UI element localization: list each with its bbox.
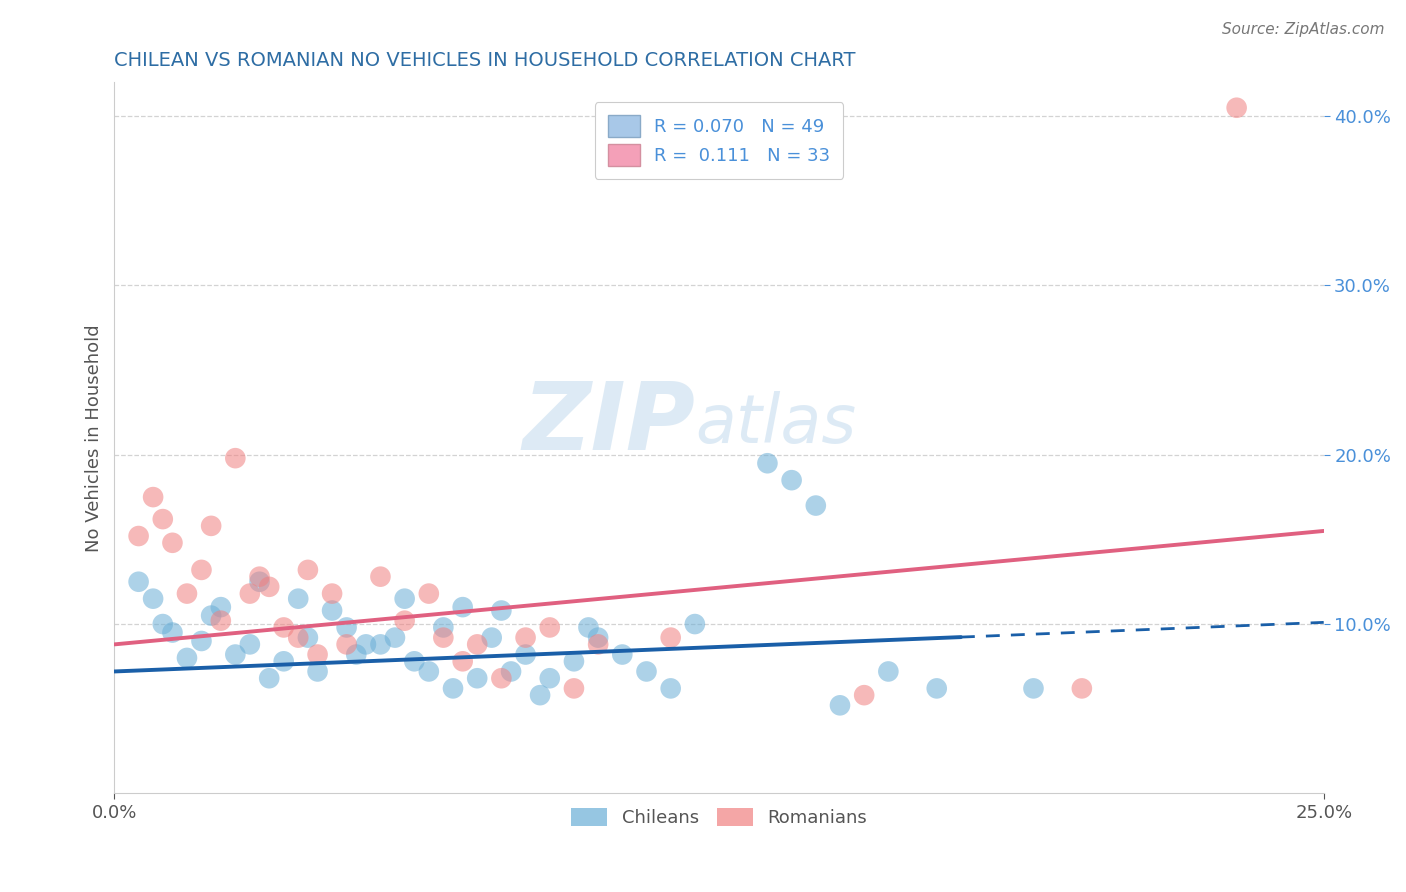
Point (307, 648, 329, 662)
Text: Source: ZipAtlas.com: Source: ZipAtlas.com (1222, 22, 1385, 37)
Point (239, 637, 262, 651)
Point (538, 671, 561, 685)
Point (273, 654, 295, 668)
Point (1022, 681, 1045, 696)
Text: CHILEAN VS ROMANIAN NO VEHICLES IN HOUSEHOLD CORRELATION CHART: CHILEAN VS ROMANIAN NO VEHICLES IN HOUSE… (114, 51, 856, 70)
Y-axis label: No Vehicles in Household: No Vehicles in Household (86, 324, 103, 551)
Point (683, 617, 706, 632)
Point (1226, 101, 1249, 115)
Point (152, 617, 174, 632)
Point (273, 620, 295, 634)
Point (224, 451, 246, 466)
Point (529, 688, 551, 702)
Point (176, 586, 198, 600)
Point (162, 625, 184, 640)
Point (562, 681, 585, 696)
Point (297, 563, 319, 577)
Point (370, 569, 392, 583)
Point (432, 631, 454, 645)
Point (636, 665, 658, 679)
Point (562, 654, 585, 668)
Point (200, 519, 222, 533)
Point (491, 603, 513, 617)
Point (162, 536, 184, 550)
Point (404, 654, 426, 668)
Point (287, 631, 309, 645)
Point (925, 681, 948, 696)
Point (451, 654, 474, 668)
Point (538, 620, 561, 634)
Point (394, 614, 416, 628)
Point (190, 634, 212, 648)
Point (465, 637, 488, 651)
Point (877, 665, 900, 679)
Point (578, 620, 600, 634)
Point (239, 586, 262, 600)
Point (586, 631, 609, 645)
Point (142, 490, 165, 504)
Point (257, 671, 280, 685)
Point (321, 603, 343, 617)
Point (344, 648, 367, 662)
Point (418, 586, 440, 600)
Point (481, 631, 503, 645)
Point (287, 591, 309, 606)
Legend: Chileans, Romanians: Chileans, Romanians (564, 800, 875, 834)
Point (394, 591, 416, 606)
Point (321, 586, 343, 600)
Point (432, 620, 454, 634)
Point (224, 648, 246, 662)
Point (586, 637, 609, 651)
Point (853, 688, 876, 702)
Point (152, 512, 174, 526)
Text: atlas: atlas (695, 391, 856, 457)
Point (756, 456, 779, 470)
Point (142, 591, 165, 606)
Point (209, 614, 232, 628)
Point (336, 620, 359, 634)
Point (1070, 681, 1092, 696)
Point (209, 600, 232, 615)
Point (249, 569, 271, 583)
Point (354, 637, 377, 651)
Point (190, 563, 212, 577)
Point (370, 637, 392, 651)
Point (297, 631, 319, 645)
Point (499, 665, 522, 679)
Point (441, 681, 464, 696)
Point (659, 681, 682, 696)
Point (465, 671, 488, 685)
Point (780, 473, 803, 487)
Text: ZIP: ZIP (522, 377, 695, 469)
Point (176, 651, 198, 665)
Point (515, 631, 537, 645)
Point (336, 637, 359, 651)
Point (307, 665, 329, 679)
Point (257, 580, 280, 594)
Point (128, 574, 150, 589)
Point (200, 608, 222, 623)
Point (804, 499, 827, 513)
Point (515, 648, 537, 662)
Point (491, 671, 513, 685)
Point (418, 665, 440, 679)
Point (384, 631, 406, 645)
Point (128, 529, 150, 543)
Point (612, 648, 634, 662)
Point (451, 600, 474, 615)
Point (828, 698, 851, 713)
Point (249, 574, 271, 589)
Point (659, 631, 682, 645)
